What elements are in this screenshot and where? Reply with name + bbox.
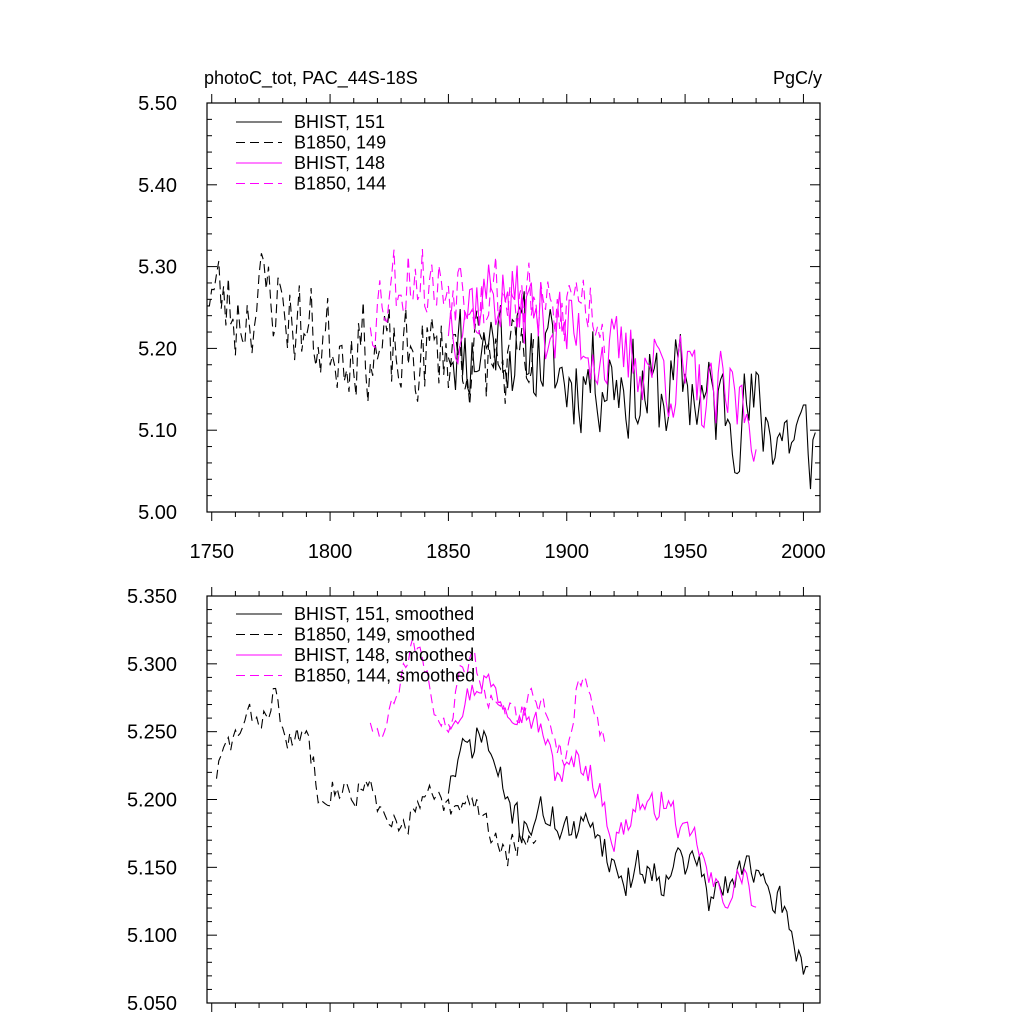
bottom-y-tick-label: 5.100 [127, 925, 177, 947]
top-y-tick-label: 5.50 [138, 93, 177, 115]
top-y-tick-label: 5.10 [138, 420, 177, 442]
bottom-panel: 5.050 5.100 5.150 5.200 5.250 5.300 5.350 BHIST… [127, 586, 821, 1015]
top-legend-label: B1850, 144 [294, 174, 386, 194]
top-legend-label: B1850, 149 [294, 133, 386, 153]
top-series-line-1 [207, 253, 537, 405]
bottom-series-line-1 [215, 687, 537, 867]
bottom-y-tick-label: 5.300 [127, 654, 177, 676]
top-x-tick-label: 1950 [663, 541, 708, 563]
top-legend-label: BHIST, 151 [294, 112, 385, 132]
chart-title: photoC_tot, PAC_44S-18S [204, 68, 418, 89]
top-series-line-2 [447, 264, 757, 462]
bottom-series-line-3 [369, 637, 606, 767]
top-x-tick-label: 1900 [545, 541, 590, 563]
top-panel: 1750 1800 1850 1900 1950 2000 5.00 5.10 5.20 5.30… [138, 93, 826, 563]
bottom-y-tick-label: 5.050 [127, 993, 177, 1015]
bottom-y-tick-label: 5.350 [127, 586, 177, 608]
bottom-y-tick-label: 5.150 [127, 857, 177, 879]
top-series-line-0 [447, 291, 816, 490]
top-y-tick-label: 5.00 [138, 502, 177, 524]
bottom-legend-label: BHIST, 148, smoothed [294, 645, 474, 665]
top-x-tick-label: 1750 [189, 541, 234, 563]
bottom-y-tick-label: 5.200 [127, 790, 177, 812]
top-y-tick-label: 5.20 [138, 338, 177, 360]
top-y-tick-label: 5.40 [138, 175, 177, 197]
bottom-series-line-2 [447, 672, 757, 909]
top-x-tick-label: 1850 [426, 541, 471, 563]
top-legend-label: BHIST, 148 [294, 153, 385, 173]
top-x-tick-label: 2000 [781, 541, 826, 563]
top-x-tick-label: 1800 [308, 541, 353, 563]
bottom-legend-label: B1850, 149, smoothed [294, 625, 475, 645]
bottom-legend-label: B1850, 144, smoothed [294, 666, 475, 686]
chart-units: PgC/y [773, 68, 822, 88]
top-plot-frame [206, 102, 821, 513]
top-y-tick-label: 5.30 [138, 257, 177, 279]
bottom-legend-label: BHIST, 151, smoothed [294, 604, 474, 624]
bottom-series-line-0 [447, 727, 809, 975]
top-series-line-3 [369, 248, 606, 354]
bottom-y-tick-label: 5.250 [127, 722, 177, 744]
